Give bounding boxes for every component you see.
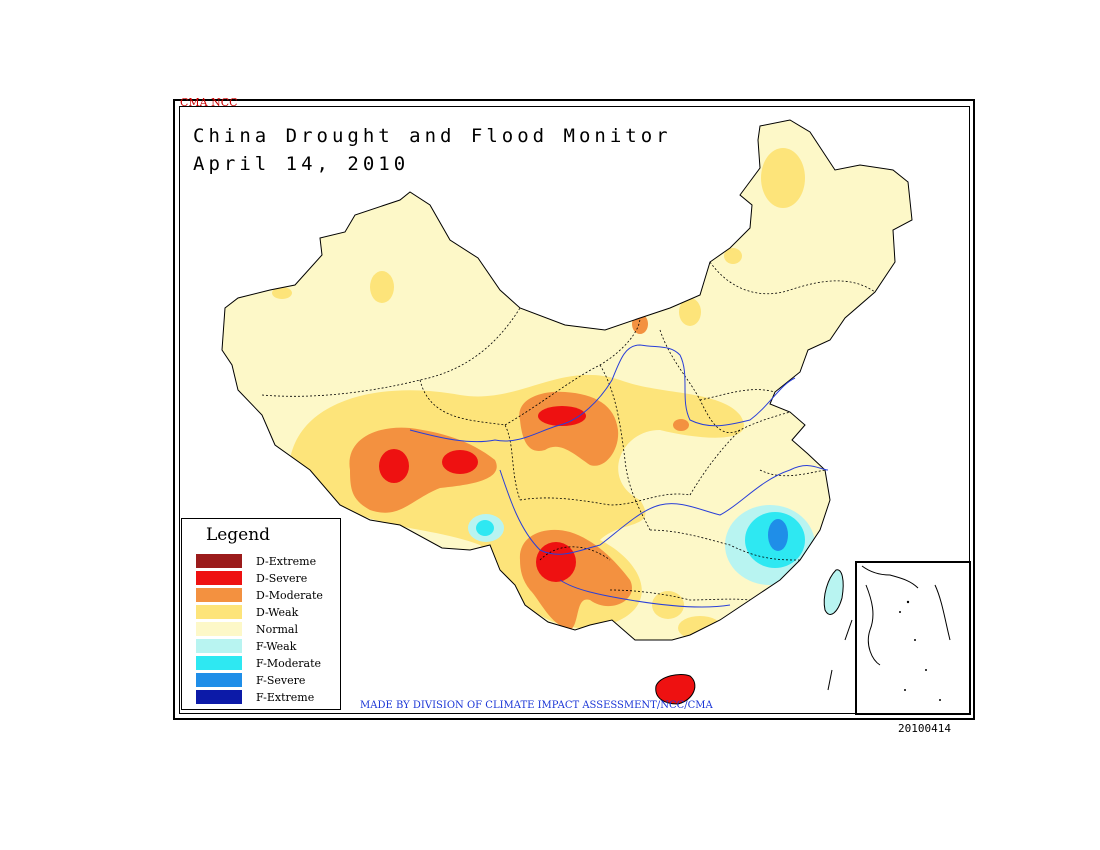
zone-weak-inner-mongolia	[679, 298, 701, 326]
zone-weak-shanxi	[647, 396, 723, 428]
province-borders	[261, 261, 876, 601]
legend: Legend D-Extreme D-Severe D-Moderate D-W…	[181, 518, 341, 710]
zone-severe-tibet-west	[379, 449, 409, 483]
zone-severe-tibet-east	[442, 450, 478, 474]
legend-swatch	[196, 554, 242, 568]
legend-label: Normal	[256, 622, 299, 636]
zone-weak-northeast	[761, 148, 805, 208]
legend-swatch	[196, 605, 242, 619]
hainan-island	[655, 673, 696, 705]
legend-item: D-Severe	[196, 570, 307, 586]
zone-moderate-hetao	[632, 314, 648, 334]
legend-label: F-Moderate	[256, 656, 322, 670]
zone-moderate-tibet	[349, 427, 497, 513]
coastline-marks	[827, 619, 853, 691]
legend-label: F-Extreme	[256, 690, 315, 704]
legend-item: Normal	[196, 621, 298, 637]
legend-item: F-Extreme	[196, 689, 314, 705]
zone-weak-jilin	[724, 248, 742, 264]
map-date: April 14, 2010	[193, 153, 410, 175]
inset-islands	[899, 600, 941, 701]
drought-flood-zones	[272, 148, 815, 666]
zone-weak-xinjiang	[370, 271, 394, 303]
map-frame-inner	[179, 106, 970, 714]
agency-label: CMA NCC	[180, 96, 238, 109]
south-china-sea-inset	[855, 561, 971, 715]
legend-item: D-Moderate	[196, 587, 323, 603]
legend-label: D-Weak	[256, 605, 299, 619]
zone-moderate-leizhou	[672, 654, 684, 666]
legend-item: F-Weak	[196, 638, 296, 654]
legend-swatch	[196, 588, 242, 602]
legend-swatch	[196, 639, 242, 653]
legend-item: D-Weak	[196, 604, 298, 620]
legend-swatch	[196, 622, 242, 636]
taiwan-island	[823, 569, 844, 615]
legend-swatch	[196, 656, 242, 670]
zone-moderate-henan	[673, 419, 689, 431]
zone-flood-moderate-tibet	[476, 520, 494, 536]
rivers	[409, 344, 829, 608]
legend-item: F-Moderate	[196, 655, 321, 671]
legend-label: F-Severe	[256, 673, 306, 687]
legend-swatch	[196, 673, 242, 687]
map-title: China Drought and Flood Monitor	[193, 125, 672, 147]
inset-coastline	[861, 565, 951, 666]
legend-label: F-Weak	[256, 639, 297, 653]
zone-severe-gansu	[538, 406, 586, 426]
credit-line: MADE BY DIVISION OF CLIMATE IMPACT ASSES…	[360, 700, 713, 711]
date-stamp: 20100414	[898, 722, 951, 735]
legend-item: D-Extreme	[196, 553, 316, 569]
legend-swatch	[196, 571, 242, 585]
zone-weak-far-west	[272, 287, 292, 299]
legend-title: Legend	[205, 525, 271, 545]
legend-label: D-Severe	[256, 571, 308, 585]
legend-label: D-Moderate	[256, 588, 323, 602]
legend-swatch	[196, 690, 242, 704]
legend-label: D-Extreme	[256, 554, 317, 568]
map-frame-outer	[173, 99, 975, 720]
zone-flood-severe-jiangxi	[768, 519, 788, 551]
legend-item: F-Severe	[196, 672, 305, 688]
zone-severe-yunnan	[536, 542, 576, 582]
